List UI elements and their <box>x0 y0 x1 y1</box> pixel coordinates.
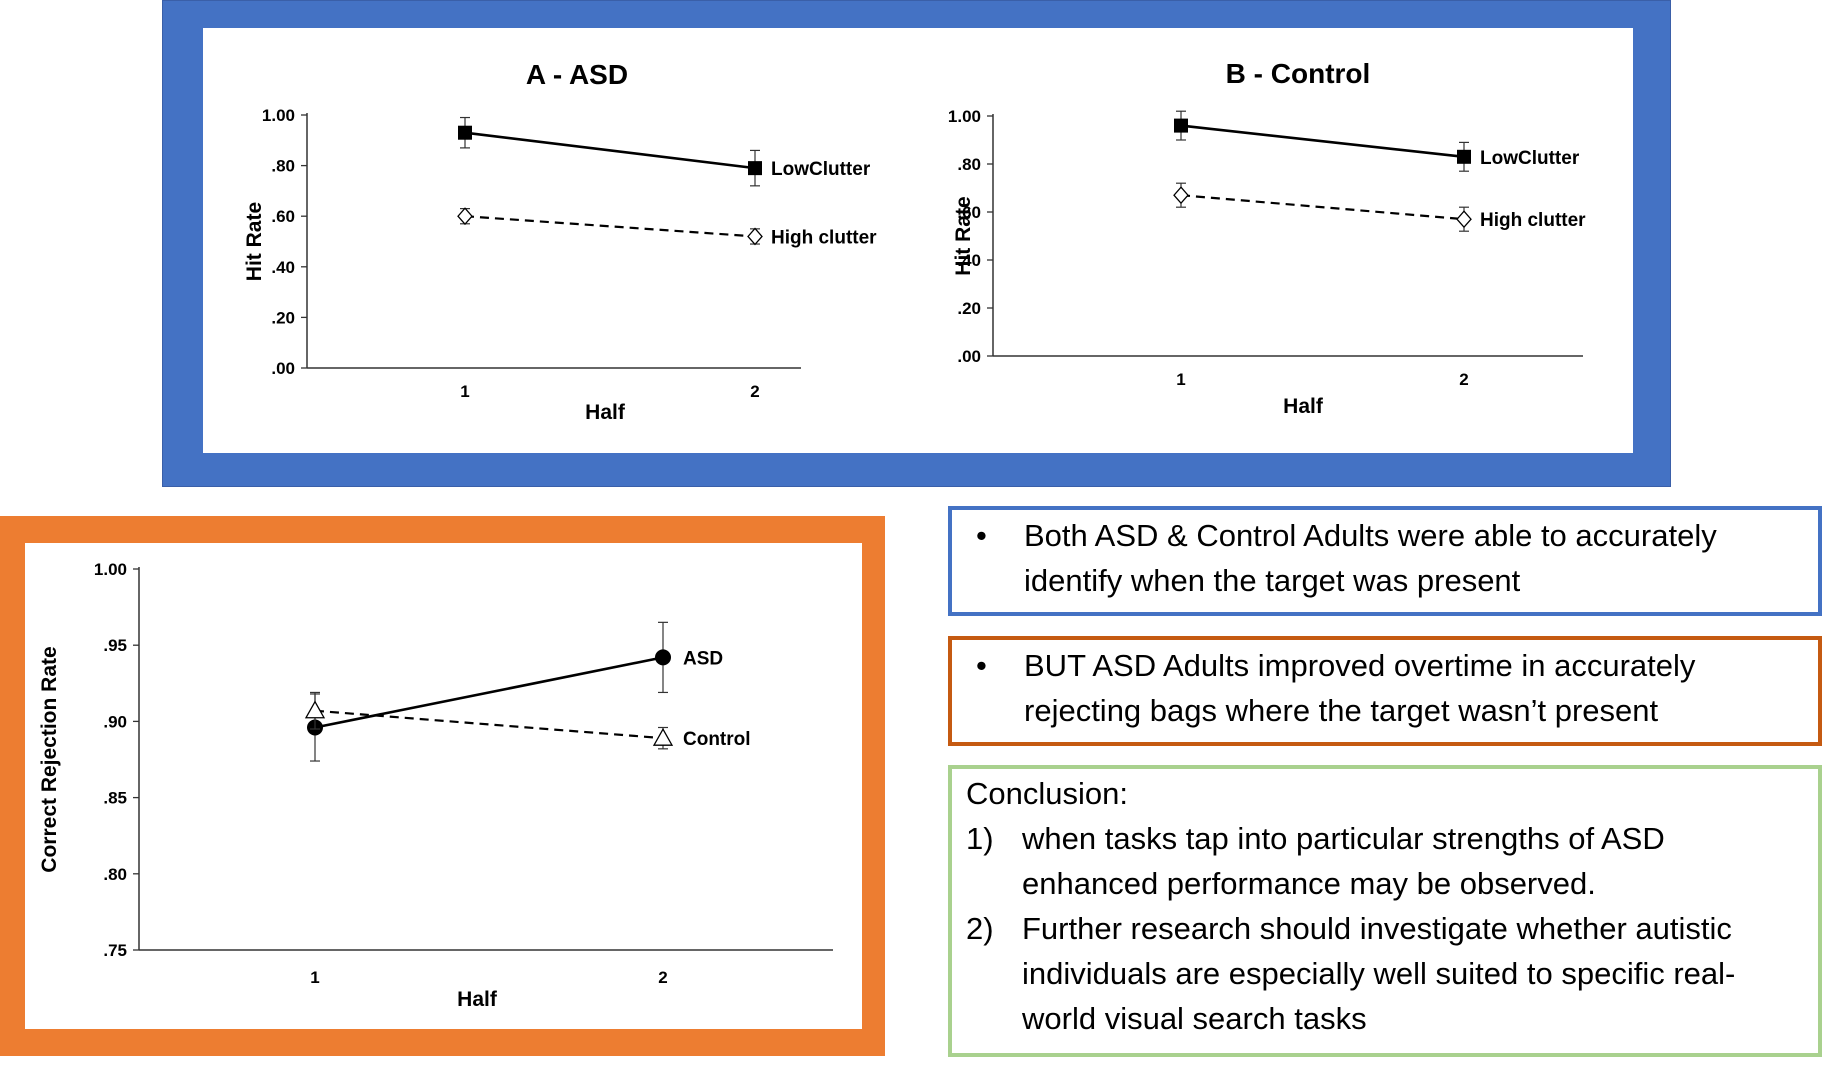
series-line-asd <box>314 656 664 729</box>
finding-box-rejection: • BUT ASD Adults improved overtime in ac… <box>948 636 1822 746</box>
series-line-control <box>314 709 664 740</box>
series-label-high-clutter: High clutter <box>1480 210 1586 231</box>
x-axis-label: Half <box>457 988 498 1011</box>
conclusion-item: 2) Further research should investigate w… <box>966 906 1808 1041</box>
y-tick-label: 1.00 <box>262 106 295 125</box>
y-tick-label: .85 <box>103 789 127 808</box>
x-tick-label: 1 <box>1176 370 1185 389</box>
conclusion-item-text: when tasks tap into particular strengths… <box>1022 821 1665 901</box>
y-tick-label: .80 <box>103 865 127 884</box>
x-axis-label: Half <box>585 401 626 424</box>
point-high-clutter <box>1456 210 1472 229</box>
y-tick-label: 1.00 <box>94 560 127 579</box>
y-tick-label: .40 <box>271 258 295 277</box>
series-label-lowclutter: LowClutter <box>771 159 871 180</box>
point-lowclutter <box>1174 118 1188 133</box>
conclusion-box: Conclusion: 1) when tasks tap into parti… <box>948 765 1822 1057</box>
chart-b-control: B - Control .00 .20 .40 .60 .80 1.00 1 2 Half Hit … <box>948 58 1586 418</box>
series-line-high-clutter <box>1180 194 1465 221</box>
y-tick-label: .60 <box>271 207 295 226</box>
x-tick-label: 1 <box>460 382 469 401</box>
series-line-lowclutter <box>464 131 756 170</box>
series-label-asd: ASD <box>683 648 723 669</box>
bullet-marker: • <box>976 518 987 553</box>
conclusion-title: Conclusion: <box>966 776 1128 811</box>
y-tick-label: .20 <box>271 308 295 327</box>
y-axis-label: Correct Rejection Rate <box>38 646 61 872</box>
series-label-high-clutter: High clutter <box>771 227 877 248</box>
y-tick-label: .90 <box>103 712 127 731</box>
x-tick-label: 1 <box>310 968 319 987</box>
y-tick-label: .20 <box>957 299 981 318</box>
x-tick-label: 2 <box>750 382 759 401</box>
x-axis-label: Half <box>1283 395 1324 418</box>
series-label-control: Control <box>683 729 751 750</box>
y-tick-label: .00 <box>957 347 981 366</box>
y-tick-label: 1.00 <box>948 107 981 126</box>
point-lowclutter <box>458 125 472 140</box>
point-high-clutter <box>747 227 763 246</box>
chart-title: A - ASD <box>526 59 628 90</box>
point-lowclutter <box>1457 149 1471 164</box>
hit-rate-panel: A - ASD .00.20.40.60.80 1.00 1 2 Half Hit Rate… <box>203 28 1633 453</box>
point-high-clutter <box>1173 186 1189 205</box>
bullet-marker: • <box>976 648 987 683</box>
conclusion-item-number: 1) <box>966 821 994 856</box>
chart-correct-rejection: .75 .80 .85 .90 .95 1.00 1 2 Half Correct Rejecti… <box>38 560 833 1011</box>
conclusion-item-text: Further research should investigate whet… <box>1022 911 1736 1036</box>
point-lowclutter <box>748 161 762 176</box>
y-tick-label: .60 <box>957 203 981 222</box>
y-tick-label: .75 <box>103 941 127 960</box>
x-tick-label: 2 <box>1459 370 1468 389</box>
finding-text-rejection: BUT ASD Adults improved overtime in accu… <box>1024 648 1696 728</box>
y-axis-label: Hit Rate <box>243 202 266 281</box>
y-axis-label: Hit Rate <box>952 196 975 275</box>
point-control <box>652 727 674 746</box>
series-line-lowclutter <box>1180 124 1465 159</box>
y-tick-label: .00 <box>271 359 295 378</box>
chart-a-asd: A - ASD .00 .20 .40 .60 .80 1.00 1 2 Half Hit Rate… <box>243 59 877 424</box>
series-label-lowclutter: LowClutter <box>1480 148 1580 169</box>
y-tick-label: .95 <box>103 636 127 655</box>
y-tick-label: .40 <box>957 251 981 270</box>
conclusion-item: 1) when tasks tap into particular streng… <box>966 816 1808 906</box>
conclusion-item-number: 2) <box>966 911 994 946</box>
x-tick-label: 2 <box>658 968 667 987</box>
series-line-high-clutter <box>464 215 756 238</box>
point-control <box>304 700 326 719</box>
correct-rejection-panel: .75 .80 .85 .90 .95 1.00 1 2 Half Correct Rejecti… <box>25 543 862 1029</box>
finding-box-hit-rate: • Both ASD & Control Adults were able to… <box>948 506 1822 616</box>
hit-rate-panel-frame: A - ASD .00.20.40.60.80 1.00 1 2 Half Hit Rate… <box>162 0 1671 487</box>
point-high-clutter <box>457 207 473 226</box>
finding-text-hit-rate: Both ASD & Control Adults were able to a… <box>1024 518 1717 598</box>
point-asd <box>655 649 671 666</box>
correct-rejection-panel-frame: .75 .80 .85 .90 .95 1.00 1 2 Half Correct Rejecti… <box>0 516 885 1056</box>
y-tick-label: .80 <box>957 155 981 174</box>
chart-title: B - Control <box>1226 58 1371 89</box>
y-tick-label: .80 <box>271 157 295 176</box>
